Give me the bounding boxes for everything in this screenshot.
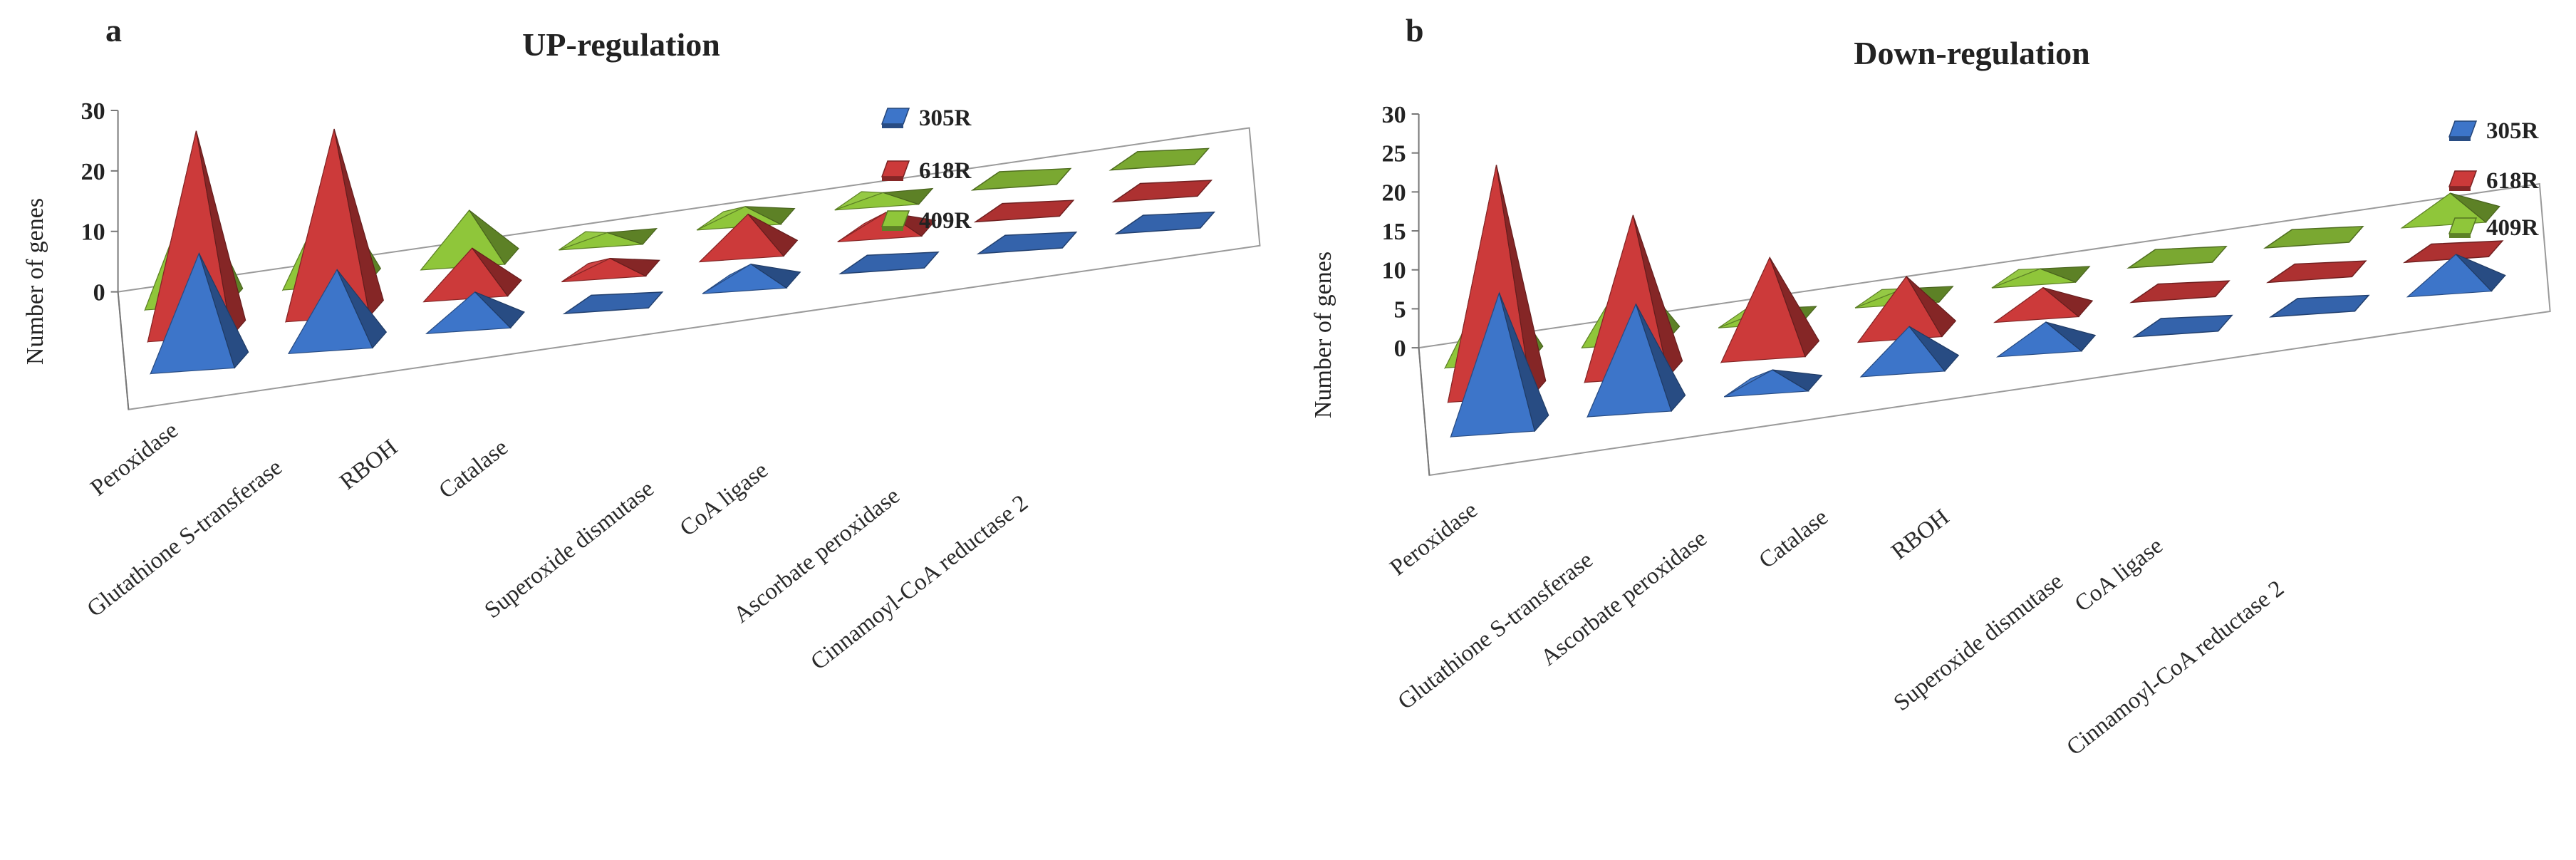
pyramid-305R-coa-ligase [2269, 294, 2370, 318]
pyramid-409R-catalase [559, 227, 658, 251]
category-label: Peroxidase [86, 418, 183, 502]
panel-letter: a [105, 12, 122, 48]
legend-label: 305R [919, 105, 972, 131]
chart-title: UP-regulation [522, 26, 720, 63]
y-tick-label: 25 [1382, 141, 1406, 167]
pyramid-305R-coa-ligase [838, 252, 940, 275]
pyramid-305R-cinnamoyl-coa-reductase-2 [2406, 254, 2506, 298]
y-tick-label: 30 [81, 98, 105, 125]
legend-item-618R: 618R [881, 158, 972, 184]
y-axis-floor-edge [1418, 348, 1430, 476]
category-label: Superoxide dismutase [480, 476, 659, 623]
legend-swatch-side [2449, 137, 2471, 141]
panel-letter: b [1406, 12, 1424, 48]
category-label: RBOH [336, 435, 402, 495]
category-label: CoA ligase [2070, 533, 2168, 617]
y-axis-floor-edge [117, 291, 130, 410]
legend-item-618R: 618R [2448, 168, 2540, 194]
pyramid-305R-glutathione-s-transferase [288, 269, 388, 354]
category-label: Peroxidase [1386, 497, 1482, 581]
pyramid-618R-catalase [561, 257, 660, 283]
pyramid-409R-rboh [420, 209, 519, 271]
pyramid-305R-glutathione-s-transferase [1586, 303, 1686, 418]
legend-item-305R: 305R [881, 105, 972, 131]
chart-svg-a: a UP-regulation 0 10 20 30 Number of genes Pero… [22, 12, 1261, 675]
chart-svg-b: b Down-regulation 0 5 10 15 20 25 30 Number of ge… [1310, 12, 2551, 761]
pyramid-618R-superoxide-dismutase [2129, 280, 2230, 304]
category-label: CoA ligase [675, 457, 773, 542]
chart-panel-a: a UP-regulation 0 10 20 30 Number of genes Pero… [22, 12, 1261, 675]
chart-floor [1418, 182, 2551, 477]
chart-title: Down-regulation [1854, 35, 2089, 71]
y-tick-label: 10 [1382, 258, 1406, 284]
category-label: RBOH [1887, 504, 1954, 565]
legend-item-409R: 409R [881, 208, 972, 234]
y-tick-label: 30 [1382, 102, 1406, 128]
pyramid-305R-peroxidase [150, 252, 249, 375]
y-axis-label: Number of genes [22, 198, 48, 365]
y-tick-label: 0 [1394, 336, 1406, 362]
category-label: Ascorbate peroxidase [1536, 526, 1712, 671]
pyramid-409R-ascorbate-peroxidase [970, 167, 1072, 191]
legend-item-305R: 305R [2448, 118, 2540, 144]
legend-label: 618R [2486, 168, 2540, 194]
legend-swatch-side [2449, 187, 2471, 191]
pyramid-305R-catalase [562, 291, 664, 315]
legend-item-409R: 409R [2448, 215, 2540, 241]
y-tick-label: 15 [1382, 219, 1406, 245]
legend-swatch-side [882, 124, 903, 128]
legend-swatch [2448, 170, 2478, 187]
y-tick-label: 0 [93, 280, 105, 306]
legend-label: 305R [2486, 118, 2540, 144]
y-tick-label: 5 [1394, 296, 1406, 323]
legend-swatch-side [2449, 234, 2471, 238]
pyramid-409R-rboh [1991, 266, 2091, 289]
legend-label: 409R [2486, 215, 2540, 241]
category-label: Catalase [435, 435, 513, 504]
legend-swatch-side [882, 177, 903, 181]
y-tick-label: 20 [81, 159, 105, 185]
legend-swatch [881, 108, 910, 125]
pyramid-305R-peroxidase [1450, 291, 1549, 438]
category-label: Superoxide dismutase [1889, 569, 2068, 716]
chart-panel-b: b Down-regulation 0 5 10 15 20 25 30 Number of ge… [1288, 0, 2576, 860]
pyramid-618R-superoxide-dismutase [698, 213, 799, 263]
pyramid-409R-coa-ligase [834, 187, 934, 211]
pyramid-305R-rboh [1995, 321, 2097, 358]
legend-label: 409R [919, 208, 972, 234]
pyramid-305R-catalase [1859, 326, 1960, 378]
legend-swatch-side [882, 227, 903, 231]
pyramid-618R-coa-ligase [2266, 260, 2367, 284]
pyramid-618R-catalase [1856, 275, 1957, 343]
pyramid-409R-superoxide-dismutase [2126, 246, 2228, 269]
legend-swatch [2448, 120, 2478, 138]
category-label: Catalase [1755, 504, 1833, 574]
legend-swatch [881, 160, 910, 177]
pyramid-305R-ascorbate-peroxidase [1723, 369, 1823, 398]
chart-floor [117, 127, 1261, 410]
pyramid-305R-cinnamoyl-coa-reductase-2 [1114, 211, 1216, 234]
pyramid-618R-ascorbate-peroxidase [973, 200, 1075, 223]
y-tick-label: 20 [1382, 180, 1406, 206]
y-tick-label: 10 [81, 219, 105, 246]
y-axis-label: Number of genes [1310, 252, 1336, 418]
pyramid-305R-ascorbate-peroxidase [976, 231, 1078, 254]
pyramid-618R-rboh [422, 247, 522, 303]
pyramid-618R-rboh [1993, 286, 2094, 323]
pyramid-305R-rboh [425, 291, 525, 334]
legend-label: 618R [919, 158, 972, 184]
pyramid-409R-coa-ligase [2263, 225, 2364, 249]
pyramid-409R-cinnamoyl-coa-reductase-2 [1108, 147, 1210, 171]
category-label: Cinnamoyl-CoA reductase 2 [806, 490, 1033, 675]
pyramid-305R-superoxide-dismutase [702, 263, 801, 294]
pyramid-618R-ascorbate-peroxidase [1720, 256, 1820, 364]
pyramid-305R-superoxide-dismutase [2132, 314, 2233, 338]
pyramid-618R-cinnamoyl-coa-reductase-2 [1111, 180, 1213, 203]
